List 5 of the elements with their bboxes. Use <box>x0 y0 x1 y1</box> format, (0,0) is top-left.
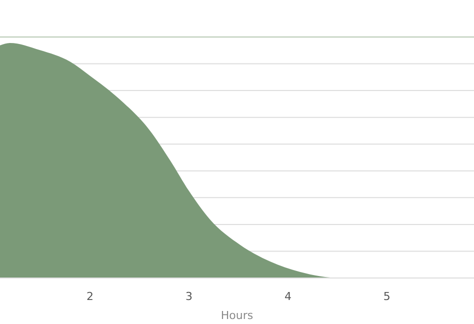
x-tick-label: 4 <box>284 290 292 303</box>
x-tick-label: 5 <box>383 290 390 303</box>
x-axis-title: Hours <box>220 309 254 322</box>
x-tick-label: 3 <box>186 290 193 303</box>
x-tick-label: 2 <box>86 290 94 303</box>
